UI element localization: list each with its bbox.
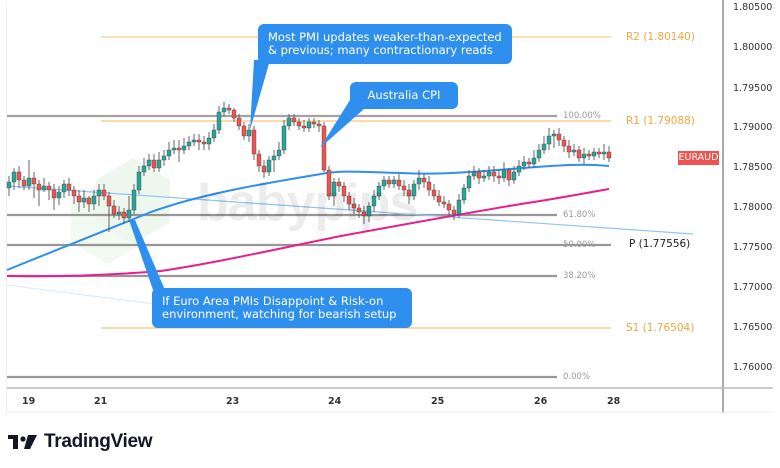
brand-name: TradingView — [44, 431, 153, 452]
x-tick: 25 — [431, 396, 445, 407]
fib-618-label: 61.80% — [563, 210, 596, 220]
callout-cpi: Australia CPI — [350, 82, 458, 109]
y-tick: 1.78500 — [733, 162, 773, 173]
chart-area[interactable]: babypips — [6, 0, 773, 413]
callout-euro-pointer — [129, 220, 165, 290]
y-tick: 1.77000 — [733, 282, 773, 293]
fib-0-label: 0.00% — [563, 372, 591, 382]
pivot-r1-label: R1 (1.79088) — [626, 115, 695, 127]
pivot-r2-label: R2 (1.80140) — [626, 31, 695, 43]
fib-50-label: 50.00% — [563, 240, 596, 250]
y-tick: 1.77500 — [733, 242, 773, 253]
y-tick: 1.79000 — [733, 122, 773, 133]
y-tick: 1.76500 — [733, 322, 773, 333]
callout-pmi: Most PMI updates weaker-than-expected & … — [258, 24, 512, 64]
x-tick: 21 — [94, 396, 108, 407]
candlesticks — [6, 102, 612, 232]
symbol-price-badge: EURAUD — [678, 151, 719, 165]
fib-100-label: 100.00% — [563, 111, 601, 121]
callout-pmi-pointer — [250, 60, 270, 130]
y-tick: 1.80500 — [733, 2, 773, 13]
y-tick: 1.78000 — [733, 202, 773, 213]
x-tick: 24 — [328, 396, 342, 407]
y-tick: 1.79500 — [733, 83, 773, 94]
tradingview-logo-icon — [8, 435, 37, 449]
x-tick: 23 — [226, 396, 240, 407]
fib-382-label: 38.20% — [563, 271, 596, 281]
callout-euro-pmi: If Euro Area PMIs Disappoint & Risk-on e… — [152, 288, 412, 328]
callout-cpi-pointer — [320, 100, 365, 148]
x-tick: 19 — [22, 396, 36, 407]
pivot-p-label: P (1.77556) — [629, 238, 691, 250]
watermark-text: babypips — [197, 174, 418, 232]
tradingview-logo[interactable]: TradingView — [8, 431, 153, 453]
y-tick: 1.76000 — [733, 362, 773, 373]
x-tick: 26 — [534, 396, 548, 407]
x-tick: 28 — [607, 396, 621, 407]
price-chart — [6, 0, 773, 413]
y-tick: 1.80000 — [733, 42, 773, 53]
pivot-s1-label: S1 (1.76504) — [626, 322, 695, 334]
